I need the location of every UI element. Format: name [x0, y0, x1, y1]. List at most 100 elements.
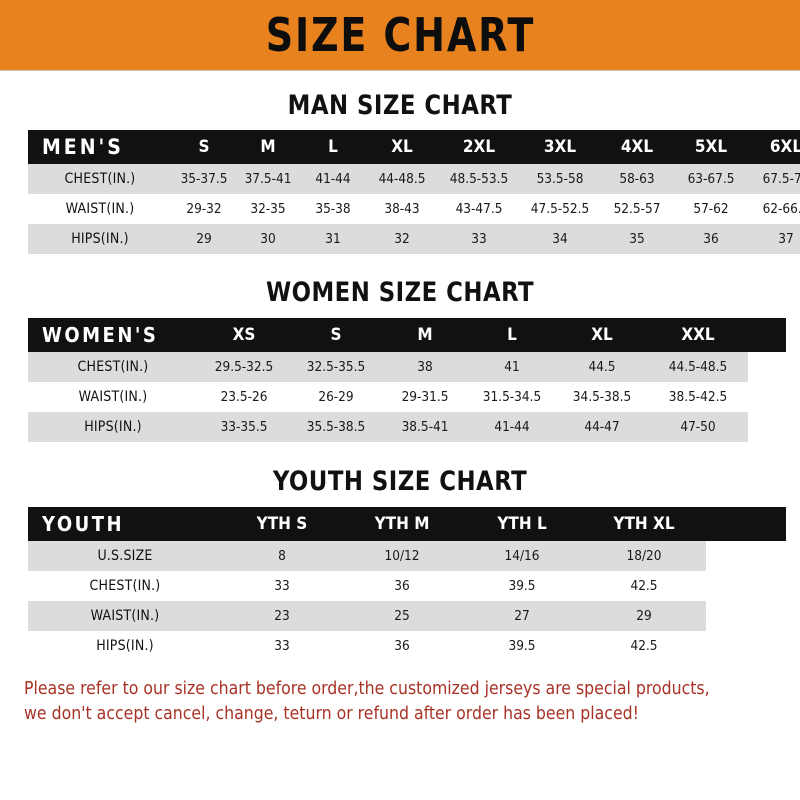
women-hips-4: 44-47 [556, 412, 648, 442]
women-size-table: WOMEN'S XS S M L XL XXL CHEST(IN.) 29.5-… [28, 318, 786, 442]
youth-table-body: YOUTH YTH S YTH M YTH L YTH XL U.S.SIZE … [28, 507, 786, 661]
men-chest-3: 44-48.5 [366, 164, 438, 194]
youth-row-chest: CHEST(IN.) 33 36 39.5 42.5 [28, 571, 786, 601]
women-chest-2: 38 [382, 352, 468, 382]
youth-waist-0: 23 [222, 601, 342, 631]
disclaimer-note: Please refer to our size chart before or… [24, 677, 776, 728]
men-row-waist: WAIST(IN.) 29-32 32-35 35-38 38-43 43-47… [28, 194, 800, 224]
men-row-label-waist: WAIST(IN.) [28, 194, 172, 224]
youth-hips-2: 39.5 [462, 631, 582, 661]
men-hips-5: 34 [520, 224, 600, 254]
youth-row-us-size: U.S.SIZE 8 10/12 14/16 18/20 [28, 541, 786, 571]
women-waist-1: 26-29 [290, 382, 382, 412]
youth-header-row: YOUTH YTH S YTH M YTH L YTH XL [28, 507, 786, 541]
men-waist-7: 57-62 [674, 194, 748, 224]
men-size-col-3: XL [366, 130, 438, 164]
men-chest-5: 53.5-58 [520, 164, 600, 194]
section-title-man: MAN SIZE CHART [287, 90, 513, 121]
women-size-table-wrap: WOMEN'S XS S M L XL XXL CHEST(IN.) 29.5-… [28, 318, 786, 442]
men-size-col-4: 2XL [438, 130, 520, 164]
youth-ussize-pad [706, 541, 786, 571]
women-waist-5: 38.5-42.5 [648, 382, 748, 412]
youth-row-label-waist: WAIST(IN.) [28, 601, 222, 631]
youth-size-col-3: YTH XL [582, 507, 706, 541]
youth-size-table-wrap: YOUTH YTH S YTH M YTH L YTH XL U.S.SIZE … [28, 507, 786, 661]
youth-hips-0: 33 [222, 631, 342, 661]
men-row-label-chest: CHEST(IN.) [28, 164, 172, 194]
youth-size-col-2: YTH L [462, 507, 582, 541]
men-size-table-wrap: MEN'S S M L XL 2XL 3XL 4XL 5XL 6XL CHEST… [28, 130, 800, 254]
women-waist-0: 23.5-26 [198, 382, 290, 412]
youth-ussize-0: 8 [222, 541, 342, 571]
disclaimer-line-2: we don't accept cancel, change, teturn o… [24, 704, 639, 725]
men-hips-2: 31 [300, 224, 366, 254]
women-header-row: WOMEN'S XS S M L XL XXL [28, 318, 786, 352]
men-chest-4: 48.5-53.5 [438, 164, 520, 194]
women-size-col-3: L [468, 318, 556, 352]
men-chest-1: 37.5-41 [236, 164, 300, 194]
women-row-hips: HIPS(IN.) 33-35.5 35.5-38.5 38.5-41 41-4… [28, 412, 786, 442]
men-waist-3: 38-43 [366, 194, 438, 224]
youth-size-col-1: YTH M [342, 507, 462, 541]
men-chest-7: 63-67.5 [674, 164, 748, 194]
men-hips-1: 30 [236, 224, 300, 254]
women-waist-3: 31.5-34.5 [468, 382, 556, 412]
women-hips-2: 38.5-41 [382, 412, 468, 442]
women-row-label-chest: CHEST(IN.) [28, 352, 198, 382]
men-hips-8: 37 [748, 224, 800, 254]
women-chest-0: 29.5-32.5 [198, 352, 290, 382]
men-waist-0: 29-32 [172, 194, 236, 224]
women-corner-label: WOMEN'S [28, 318, 198, 352]
women-chest-1: 32.5-35.5 [290, 352, 382, 382]
section-title-youth: YOUTH SIZE CHART [272, 466, 528, 497]
youth-chest-3: 42.5 [582, 571, 706, 601]
women-waist-pad [748, 382, 786, 412]
men-size-col-5: 3XL [520, 130, 600, 164]
women-size-col-5: XXL [648, 318, 748, 352]
women-waist-2: 29-31.5 [382, 382, 468, 412]
men-hips-4: 33 [438, 224, 520, 254]
men-table-body: MEN'S S M L XL 2XL 3XL 4XL 5XL 6XL CHEST… [28, 130, 800, 254]
youth-row-label-chest: CHEST(IN.) [28, 571, 222, 601]
men-hips-7: 36 [674, 224, 748, 254]
youth-row-waist: WAIST(IN.) 23 25 27 29 [28, 601, 786, 631]
women-size-col-2: M [382, 318, 468, 352]
men-size-col-0: S [172, 130, 236, 164]
women-table-body: WOMEN'S XS S M L XL XXL CHEST(IN.) 29.5-… [28, 318, 786, 442]
youth-row-label-us-size: U.S.SIZE [28, 541, 222, 571]
youth-ussize-1: 10/12 [342, 541, 462, 571]
section-title-women: WOMEN SIZE CHART [265, 277, 535, 308]
men-chest-2: 41-44 [300, 164, 366, 194]
youth-row-label-hips: HIPS(IN.) [28, 631, 222, 661]
men-chest-6: 58-63 [600, 164, 674, 194]
men-corner-label: MEN'S [28, 130, 172, 164]
youth-chest-pad [706, 571, 786, 601]
youth-size-col-0: YTH S [222, 507, 342, 541]
men-chest-0: 35-37.5 [172, 164, 236, 194]
men-header-row: MEN'S S M L XL 2XL 3XL 4XL 5XL 6XL [28, 130, 800, 164]
page-title: SIZE CHART [265, 8, 535, 62]
disclaimer-line-1: Please refer to our size chart before or… [24, 679, 710, 699]
men-waist-6: 52.5-57 [600, 194, 674, 224]
women-hips-0: 33-35.5 [198, 412, 290, 442]
youth-hips-1: 36 [342, 631, 462, 661]
youth-hips-3: 42.5 [582, 631, 706, 661]
men-size-col-1: M [236, 130, 300, 164]
men-hips-6: 35 [600, 224, 674, 254]
youth-waist-1: 25 [342, 601, 462, 631]
men-waist-5: 47.5-52.5 [520, 194, 600, 224]
women-header-pad [748, 318, 786, 352]
men-size-col-2: L [300, 130, 366, 164]
women-hips-pad [748, 412, 786, 442]
youth-chest-0: 33 [222, 571, 342, 601]
women-hips-5: 47-50 [648, 412, 748, 442]
men-waist-1: 32-35 [236, 194, 300, 224]
women-row-chest: CHEST(IN.) 29.5-32.5 32.5-35.5 38 41 44.… [28, 352, 786, 382]
men-row-chest: CHEST(IN.) 35-37.5 37.5-41 41-44 44-48.5… [28, 164, 800, 194]
men-chest-8: 67.5-72 [748, 164, 800, 194]
youth-waist-3: 29 [582, 601, 706, 631]
women-waist-4: 34.5-38.5 [556, 382, 648, 412]
men-row-hips: HIPS(IN.) 29 30 31 32 33 34 35 36 37 [28, 224, 800, 254]
women-size-col-4: XL [556, 318, 648, 352]
women-hips-1: 35.5-38.5 [290, 412, 382, 442]
